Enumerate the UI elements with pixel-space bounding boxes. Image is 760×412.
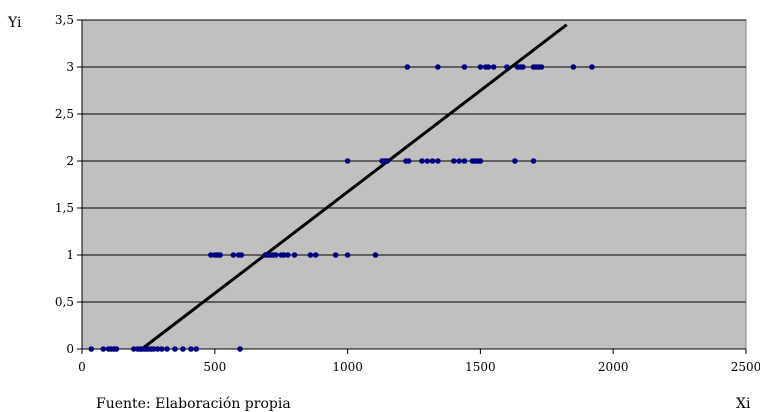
y-tick-label: 1	[66, 248, 74, 262]
y-tick-label: 2	[66, 154, 74, 168]
data-point	[307, 252, 314, 258]
data-point	[419, 158, 425, 164]
data-point	[188, 346, 194, 352]
fitted-line	[140, 23, 568, 351]
data-point	[405, 158, 412, 164]
x-tick-label: 500	[203, 360, 226, 374]
data-point	[180, 346, 186, 352]
y-tick-label: 0	[66, 342, 74, 356]
y-tick-label: 3,5	[55, 13, 74, 27]
data-point	[589, 64, 595, 70]
data-point	[273, 252, 279, 258]
data-point	[344, 252, 351, 258]
x-tick-label: 1500	[465, 360, 496, 374]
data-point	[520, 64, 526, 70]
data-point	[88, 346, 95, 352]
data-point	[344, 158, 351, 164]
data-point	[332, 252, 339, 258]
data-point	[429, 158, 436, 164]
data-point	[570, 64, 577, 70]
data-point	[435, 64, 441, 70]
data-point	[424, 158, 431, 164]
data-point	[461, 158, 468, 164]
data-point	[404, 64, 411, 70]
data-point	[456, 158, 462, 164]
data-point	[291, 252, 298, 258]
data-point	[193, 346, 200, 352]
y-tick-label: 3	[66, 60, 74, 74]
data-point	[230, 252, 237, 258]
data-point	[372, 252, 379, 258]
data-point	[477, 64, 484, 70]
data-point	[485, 64, 492, 70]
x-tick-label: 0	[78, 360, 86, 374]
x-axis-label: Xi	[736, 396, 751, 412]
y-tick-label: 1,5	[55, 201, 74, 215]
data-point	[154, 346, 161, 352]
data-point	[490, 64, 497, 70]
data-point	[100, 346, 107, 352]
data-point	[172, 346, 178, 352]
data-point	[504, 64, 510, 70]
data-point	[285, 252, 291, 258]
data-point	[158, 346, 165, 352]
data-point	[237, 346, 243, 352]
data-point	[238, 252, 245, 258]
source-note: Fuente: Elaboración propia	[96, 396, 291, 412]
data-point	[150, 346, 157, 352]
data-point	[113, 346, 120, 352]
data-point	[512, 158, 518, 164]
data-point	[461, 64, 468, 70]
data-point	[217, 252, 223, 258]
x-tick-label: 1000	[332, 360, 363, 374]
data-point	[477, 158, 484, 164]
y-tick-label: 0,5	[55, 295, 74, 309]
data-point	[435, 158, 441, 164]
data-point	[451, 158, 457, 164]
y-tick-label: 2,5	[55, 107, 74, 121]
data-point	[530, 158, 537, 164]
x-tick-label: 2000	[598, 360, 629, 374]
data-point	[538, 64, 545, 70]
data-point	[312, 252, 319, 258]
x-tick-label: 2500	[731, 360, 760, 374]
y-axis-label: Yi	[7, 15, 22, 31]
data-point	[384, 158, 391, 164]
data-point	[208, 252, 214, 258]
plot-area	[81, 19, 747, 350]
data-point	[164, 346, 170, 352]
data-point	[281, 252, 287, 258]
data-point	[130, 346, 137, 352]
